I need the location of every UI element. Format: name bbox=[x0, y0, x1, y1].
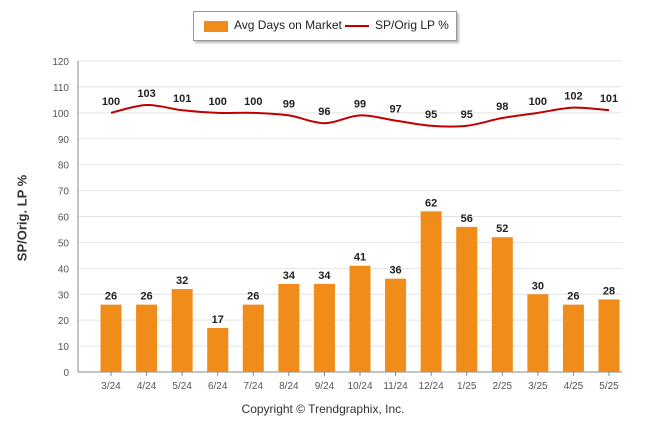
legend-bar-swatch bbox=[204, 21, 228, 32]
x-tick-label: 7/24 bbox=[244, 381, 264, 392]
x-tick-label: 10/24 bbox=[347, 381, 372, 392]
bar-data-label: 26 bbox=[567, 291, 579, 303]
bar-data-label: 62 bbox=[425, 197, 437, 209]
copyright: Copyright © Trendgraphix, Inc. bbox=[241, 402, 405, 416]
x-tick-label: 3/24 bbox=[101, 381, 121, 392]
line-data-label: 103 bbox=[137, 88, 155, 100]
bar bbox=[207, 327, 229, 372]
line-data-label: 99 bbox=[283, 98, 295, 110]
bar-data-label: 56 bbox=[461, 213, 473, 225]
bar-data-label: 36 bbox=[389, 265, 401, 277]
line-data-label: 95 bbox=[425, 109, 437, 121]
y-tick-label: 70 bbox=[58, 187, 70, 198]
bar-data-label: 32 bbox=[176, 275, 188, 287]
bar bbox=[171, 289, 193, 372]
bar-data-label: 17 bbox=[212, 314, 224, 326]
bar bbox=[456, 226, 478, 372]
y-tick-label: 0 bbox=[63, 368, 69, 379]
x-tick-label: 6/24 bbox=[208, 381, 228, 392]
bar-data-label: 26 bbox=[140, 291, 152, 303]
line-data-label: 99 bbox=[354, 98, 366, 110]
series-line bbox=[110, 104, 610, 128]
y-tick-label: 20 bbox=[58, 316, 70, 327]
line-data-label: 100 bbox=[209, 96, 227, 108]
line-data-label: 101 bbox=[600, 93, 618, 105]
x-tick-label: 3/25 bbox=[528, 381, 548, 392]
bar bbox=[136, 304, 158, 372]
y-tick-label: 30 bbox=[58, 290, 70, 301]
x-tick-label: 8/24 bbox=[279, 381, 299, 392]
line-data-label: 100 bbox=[244, 96, 262, 108]
x-tick-label: 1/25 bbox=[457, 381, 477, 392]
x-tick-label: 11/24 bbox=[383, 381, 408, 392]
line-data-label: 100 bbox=[102, 96, 120, 108]
bar bbox=[242, 304, 264, 372]
x-tick-label: 12/24 bbox=[419, 381, 444, 392]
bar bbox=[349, 265, 371, 372]
bar-data-label: 28 bbox=[603, 285, 615, 297]
bar-data-label: 26 bbox=[247, 291, 259, 303]
bar-data-label: 30 bbox=[532, 280, 544, 292]
x-tick-label: 4/24 bbox=[137, 381, 157, 392]
bar bbox=[562, 304, 584, 372]
legend-bar-label: Avg Days on Market bbox=[234, 18, 342, 32]
y-tick-label: 110 bbox=[53, 83, 69, 94]
y-tick-label: 50 bbox=[58, 238, 70, 249]
y-tick-label: 80 bbox=[58, 161, 70, 172]
x-tick-label: 4/25 bbox=[564, 381, 584, 392]
line-data-label: 98 bbox=[496, 101, 508, 113]
line-data-label: 102 bbox=[564, 91, 582, 103]
line-data-label: 101 bbox=[173, 93, 191, 105]
legend-line-swatch bbox=[345, 25, 369, 27]
x-tick-label: 5/25 bbox=[599, 381, 619, 392]
y-tick-label: 120 bbox=[52, 57, 69, 68]
x-tick-label: 5/24 bbox=[172, 381, 192, 392]
line-data-label: 100 bbox=[529, 96, 547, 108]
x-tick-label: 2/25 bbox=[493, 381, 513, 392]
y-tick-label: 100 bbox=[52, 109, 69, 120]
bar-data-label: 26 bbox=[105, 291, 117, 303]
y-tick-label: 40 bbox=[58, 264, 70, 275]
line-data-label: 96 bbox=[318, 106, 330, 118]
bar bbox=[313, 283, 335, 372]
bar bbox=[385, 278, 407, 372]
bar-data-label: 52 bbox=[496, 223, 508, 235]
bar bbox=[598, 299, 620, 372]
legend-line-label: SP/Orig LP % bbox=[375, 18, 449, 32]
legend: Avg Days on Market SP/Orig LP % bbox=[193, 11, 457, 41]
y-axis-label: SP/Orig. LP % bbox=[14, 174, 30, 262]
y-tick-label: 60 bbox=[58, 213, 70, 224]
line-data-label: 95 bbox=[461, 109, 473, 121]
bar-data-label: 34 bbox=[318, 270, 331, 282]
bar-data-label: 34 bbox=[283, 270, 296, 282]
bar bbox=[491, 237, 513, 372]
bar bbox=[527, 294, 549, 372]
bar-data-label: 41 bbox=[354, 252, 366, 264]
x-tick-label: 9/24 bbox=[315, 381, 335, 392]
bar bbox=[100, 304, 122, 372]
bar bbox=[420, 211, 442, 372]
y-tick-label: 90 bbox=[58, 135, 70, 146]
y-tick-label: 10 bbox=[58, 342, 70, 353]
bar bbox=[278, 283, 300, 372]
line-data-label: 97 bbox=[389, 104, 401, 116]
